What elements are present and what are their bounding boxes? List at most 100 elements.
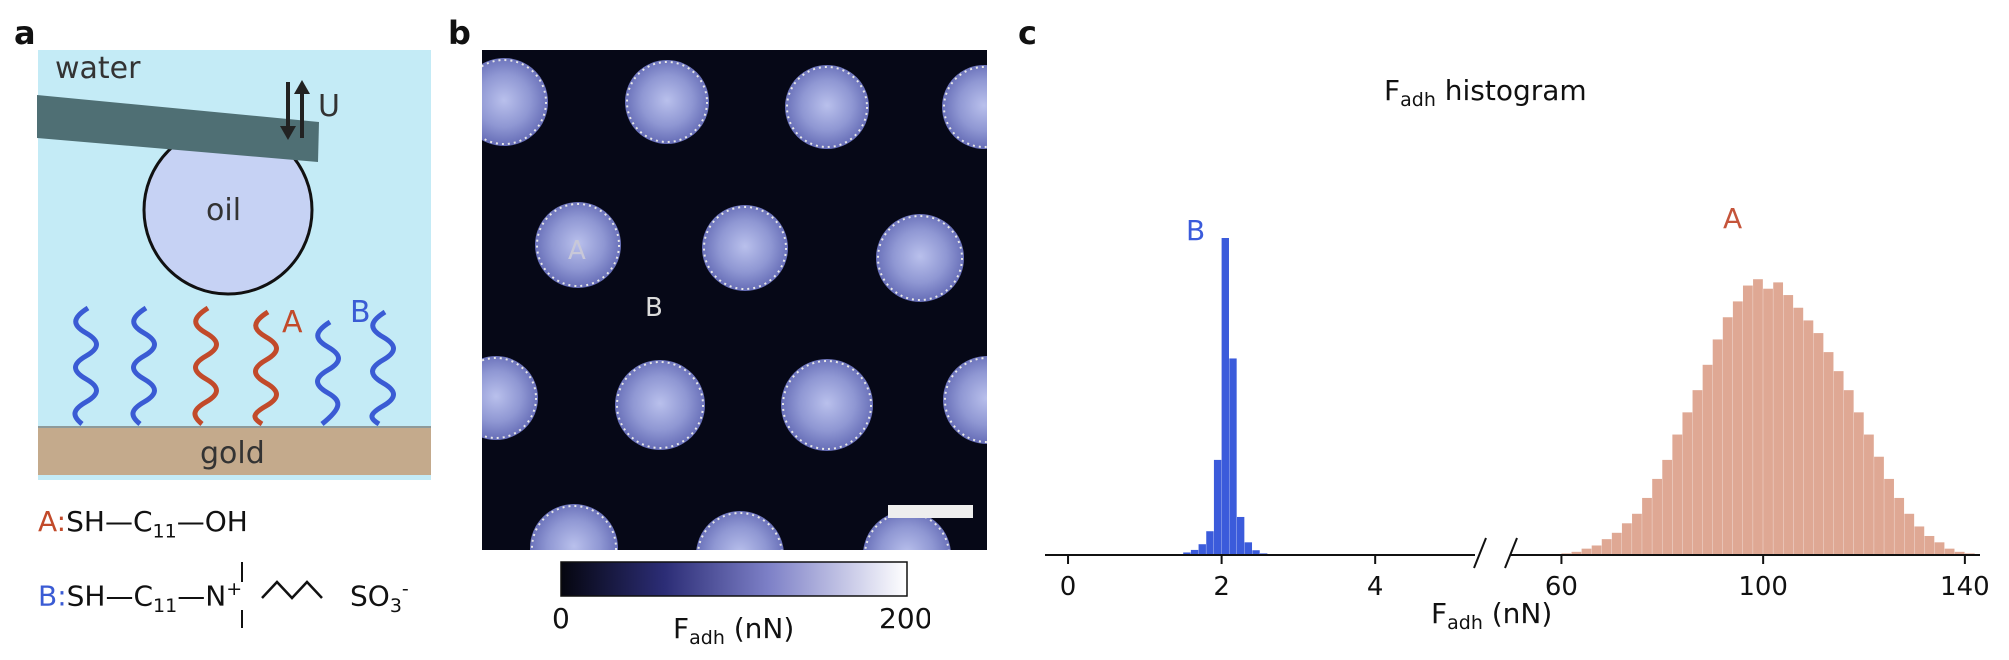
domain-12: [530, 504, 618, 550]
chart-title-sub: adh: [1400, 89, 1436, 111]
down-arrowhead: [280, 126, 296, 140]
colorbar-gradient: [560, 561, 908, 597]
formula-b-sub: 11: [153, 594, 178, 617]
formula-a-tail: —OH: [176, 505, 248, 538]
x-axis-label-unit: (nN): [1483, 597, 1552, 630]
chain-b-2: [130, 305, 157, 426]
series-a-bars: [1561, 279, 1975, 555]
adhesion-histogram: Fadh histogram 0 2 4 60 100 140 B A Fadh (nN): [1045, 74, 1990, 634]
colorbar-title: Fadh (nN): [673, 612, 794, 649]
bar-a-27: [1833, 371, 1844, 555]
water-label: water: [55, 51, 141, 86]
bar-a-16: [1722, 317, 1733, 555]
map-background: [482, 50, 987, 550]
bar-a-30: [1864, 434, 1874, 555]
chart-title-f: F: [1384, 74, 1400, 107]
so3-text: SO: [350, 579, 390, 613]
bar-a-4: [1601, 539, 1612, 555]
domain-3: [785, 65, 869, 149]
series-a-label: A: [1723, 202, 1742, 235]
bar-a-32: [1884, 478, 1894, 555]
domain-11: [943, 356, 987, 444]
bar-a-6: [1621, 523, 1632, 555]
bar-a-26: [1823, 352, 1834, 555]
domain-9: [615, 360, 705, 450]
bar-a-29: [1853, 412, 1864, 555]
bar-a-8: [1642, 497, 1652, 555]
gold-label: gold: [200, 436, 265, 471]
domain-8: [482, 356, 538, 440]
bar-b-2: [1190, 549, 1199, 555]
panel-letter-a: a: [14, 14, 36, 52]
map-domains: [482, 58, 987, 550]
chart-title-suffix: histogram: [1436, 74, 1587, 107]
panel-letter-c: c: [1018, 14, 1037, 52]
bar-a-31: [1874, 456, 1884, 555]
bar-a-39: [1954, 551, 1965, 555]
bar-a-7: [1632, 513, 1642, 555]
region-b-label: B: [645, 293, 663, 323]
domain-14: [863, 511, 951, 550]
domain-2: [625, 60, 709, 144]
x-tick-label-left-1: 2: [1213, 572, 1230, 602]
bar-a-18: [1742, 285, 1753, 555]
sulfonate-group: SO3-: [350, 578, 409, 617]
formula-b-tail: —N: [177, 579, 227, 613]
bar-a-28: [1843, 390, 1854, 555]
formula-a-sub: 11: [152, 520, 177, 543]
axis-break-mark-right: [1504, 537, 1518, 569]
bar-a-5: [1611, 532, 1622, 555]
bar-a-36: [1924, 535, 1935, 555]
bar-a-23: [1793, 307, 1804, 555]
so3-sub: 3: [389, 594, 402, 617]
bar-a-20: [1763, 288, 1773, 555]
schematic-diagram: water oil U A B gold: [37, 50, 431, 480]
bar-a-17: [1732, 301, 1743, 555]
series-b-bars: [1175, 238, 1268, 555]
bar-a-13: [1692, 390, 1703, 555]
bar-b-3: [1198, 544, 1206, 555]
x-tick-label-left-0: 0: [1060, 572, 1077, 602]
series-b-label: B: [1186, 214, 1205, 247]
chain-b-label: B: [350, 295, 371, 330]
x-axis-label: Fadh (nN): [1431, 597, 1552, 634]
x-ticks: 0 2 4 60 100 140: [1060, 555, 1990, 602]
domain-7: [876, 214, 964, 302]
so3-sup: -: [401, 578, 409, 600]
chain-b-4: [369, 309, 396, 427]
colorbar-min-label: 0: [552, 602, 570, 635]
propyl-zigzag: [261, 580, 323, 600]
formula-b: B:SH—C11—N+: [38, 578, 242, 617]
bar-a-12: [1682, 412, 1693, 555]
formula-a-key: A:: [38, 505, 67, 538]
bar-a-19: [1753, 279, 1763, 555]
x-tick-label-left-2: 4: [1367, 572, 1384, 602]
adhesion-map: A B: [482, 50, 987, 550]
bar-a-14: [1702, 364, 1713, 555]
bar-b-6: [1221, 238, 1229, 555]
bar-b-4: [1206, 531, 1214, 555]
formula-a-text: SH—C: [66, 505, 153, 538]
bar-a-15: [1712, 339, 1723, 555]
domain-4: [942, 65, 987, 149]
bar-a-33: [1894, 497, 1905, 555]
axis-break-mark-left: [1473, 537, 1487, 569]
colorbar: 0 200 Fadh (nN): [552, 561, 930, 649]
x-tick-label-right-2: 140: [1940, 572, 1990, 602]
bar-a-10: [1662, 459, 1673, 555]
chain-a-1: [192, 305, 219, 426]
x-axis-label-sub: adh: [1447, 612, 1483, 634]
domain-13: [696, 511, 784, 550]
formula-a: A:SH—C11—OH: [38, 505, 248, 543]
x-axis-label-f: F: [1431, 597, 1447, 630]
chain-b-1: [72, 305, 99, 426]
formula-b-bonds: [241, 562, 323, 628]
formula-b-charge: +: [226, 578, 243, 600]
bar-b-1: [1183, 552, 1191, 555]
colorbar-title-sub: adh: [689, 627, 725, 649]
bar-a-34: [1904, 513, 1915, 555]
bar-a-11: [1672, 434, 1683, 555]
bar-a-9: [1652, 478, 1662, 555]
bar-b-9: [1244, 542, 1253, 555]
formula-b-key: B:: [38, 579, 67, 613]
